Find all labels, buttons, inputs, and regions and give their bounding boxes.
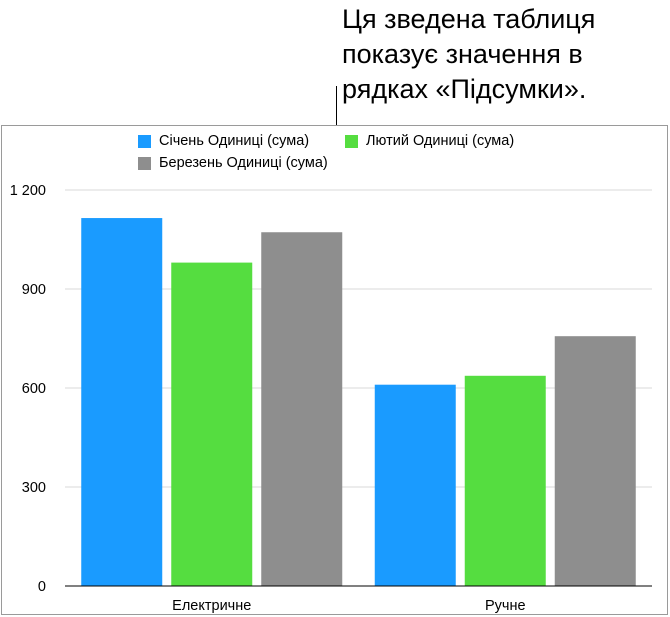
y-tick-label-0: 0 — [38, 579, 46, 595]
callout-text: Ця зведена таблиця показує значення в ря… — [342, 4, 596, 104]
bar-2-series-1 — [374, 384, 456, 586]
x-tick-label-2: Ручне — [485, 598, 526, 614]
bar-2-series-3 — [554, 336, 636, 586]
y-tick-label-300: 300 — [22, 480, 46, 496]
legend-label-february: Лютий Одиниці (сума) — [366, 133, 515, 149]
callout-leader-line — [336, 86, 337, 126]
legend-swatch-february — [345, 134, 358, 148]
bar-1-series-2 — [171, 262, 253, 586]
x-tick-label-1: Електричне — [172, 598, 251, 614]
y-tick-label-600: 600 — [22, 381, 46, 397]
bar-2-series-2 — [464, 375, 546, 586]
legend-swatch-january — [138, 134, 151, 148]
bar-1-series-1 — [81, 218, 163, 587]
chart-frame — [1, 125, 668, 615]
legend-item-march: Березень Одиниці (сума) — [138, 155, 328, 171]
legend-item-february: Лютий Одиниці (сума) — [345, 133, 514, 149]
bar-1-series-3 — [261, 232, 343, 587]
legend-label-march: Березень Одиниці (сума) — [159, 155, 328, 171]
legend-swatch-march — [138, 156, 151, 170]
legend-item-january: Січень Одиниці (сума) — [138, 133, 309, 149]
y-tick-label-900: 900 — [22, 282, 46, 298]
legend-label-january: Січень Одиниці (сума) — [159, 133, 310, 149]
y-tick-label-1200: 1 200 — [10, 183, 46, 199]
